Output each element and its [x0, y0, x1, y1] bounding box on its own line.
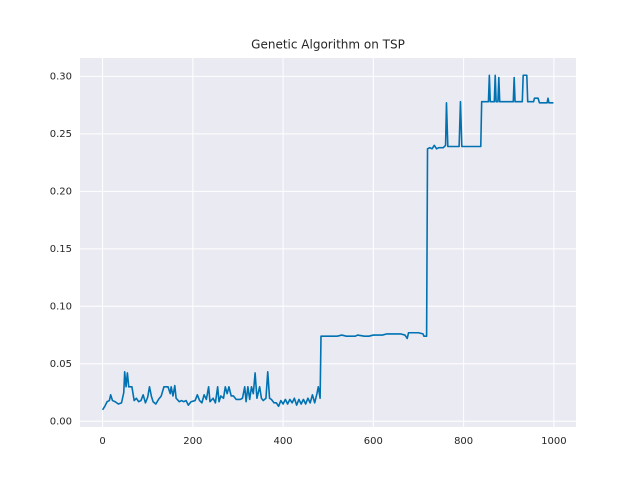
- x-tick-label: 800: [454, 436, 473, 447]
- plot-area: [80, 58, 576, 427]
- y-tick-label: 0.30: [50, 71, 72, 82]
- y-tick-label: 0.15: [50, 244, 72, 255]
- x-tick-label: 200: [183, 436, 202, 447]
- chart-title: Genetic Algorithm on TSP: [251, 38, 405, 52]
- y-tick-label: 0.10: [50, 301, 72, 312]
- y-tick-label: 0.00: [50, 416, 72, 427]
- x-tick-label: 400: [274, 436, 293, 447]
- data-line: [101, 74, 554, 411]
- x-tick-label: 1000: [541, 436, 566, 447]
- x-tick-label: 0: [99, 436, 105, 447]
- y-tick-label: 0.25: [50, 129, 72, 140]
- y-tick-label: 0.05: [50, 359, 72, 370]
- y-tick-label: 0.20: [50, 186, 72, 197]
- x-tick-label: 600: [364, 436, 383, 447]
